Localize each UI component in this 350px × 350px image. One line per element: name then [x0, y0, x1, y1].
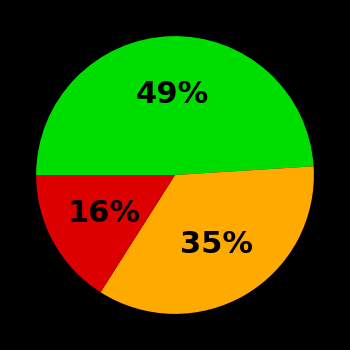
Wedge shape — [36, 36, 314, 175]
Text: 35%: 35% — [180, 230, 252, 259]
Wedge shape — [100, 166, 314, 314]
Wedge shape — [36, 175, 175, 292]
Text: 16%: 16% — [68, 199, 141, 228]
Text: 49%: 49% — [136, 80, 209, 109]
